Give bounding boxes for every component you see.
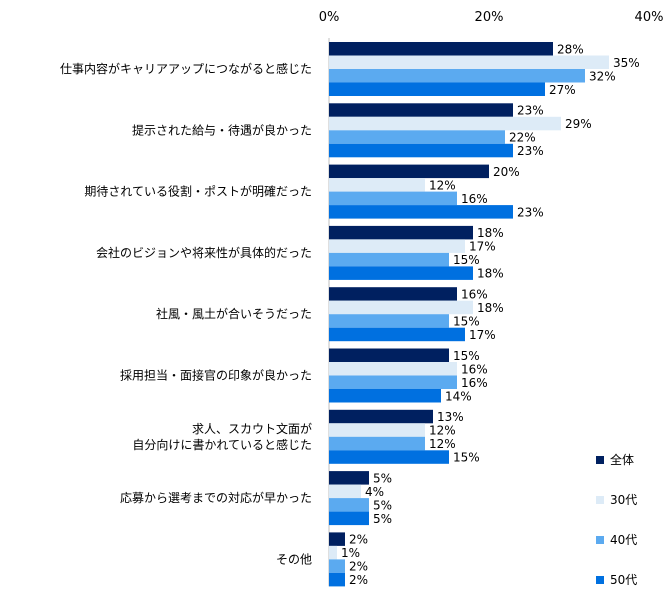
data-label: 5% <box>373 471 392 485</box>
data-label: 15% <box>453 451 480 465</box>
category-label: 求人、スカウト文面が <box>192 421 312 436</box>
bar <box>329 409 433 424</box>
bar <box>329 266 473 280</box>
data-label: 2% <box>349 533 368 547</box>
bar <box>329 69 585 83</box>
data-label: 12% <box>429 437 456 451</box>
data-label: 13% <box>437 410 464 424</box>
bar <box>329 484 361 499</box>
data-label: 28% <box>557 42 584 56</box>
x-tick-label: 40% <box>635 10 664 25</box>
legend-swatch <box>596 576 604 584</box>
bar <box>329 164 489 179</box>
data-label: 15% <box>453 314 480 328</box>
category-label: 期待されている役割・ポストが明確だった <box>84 184 312 199</box>
bar <box>329 252 449 267</box>
category-label: 応募から選考までの対応が早かった <box>120 490 312 505</box>
data-label: 17% <box>469 328 496 342</box>
category-label: 社風・風土が合いそうだった <box>156 306 312 321</box>
x-tick-label: 0% <box>319 10 340 25</box>
category-label: 自分向けに書かれていると感じた <box>132 437 312 452</box>
data-labels: 28%35%32%27%23%29%22%23%20%12%16%23%18%1… <box>341 42 640 587</box>
bar <box>329 130 505 144</box>
legend-label: 30代 <box>610 493 637 507</box>
data-label: 16% <box>461 287 488 301</box>
data-label: 27% <box>549 83 576 97</box>
bar <box>329 532 345 546</box>
bar <box>329 116 561 131</box>
bar <box>329 300 473 315</box>
category-label: その他 <box>276 552 312 566</box>
data-label: 22% <box>509 131 536 145</box>
bar <box>329 375 457 389</box>
legend-swatch <box>596 456 604 464</box>
data-label: 23% <box>517 104 544 118</box>
data-label: 18% <box>477 301 504 315</box>
bar <box>329 327 465 342</box>
bar <box>329 436 425 451</box>
data-label: 18% <box>477 267 504 281</box>
legend-swatch <box>596 536 604 544</box>
bar <box>329 314 449 328</box>
data-label: 12% <box>429 424 456 438</box>
bar <box>329 225 473 240</box>
data-label: 32% <box>589 69 616 83</box>
bar <box>329 572 345 587</box>
bar <box>329 389 441 403</box>
bar <box>329 191 457 206</box>
data-label: 15% <box>453 349 480 363</box>
data-label: 12% <box>429 178 456 192</box>
bar <box>329 239 465 253</box>
data-label: 4% <box>365 485 384 499</box>
x-tick-label: 20% <box>475 10 504 25</box>
data-label: 2% <box>349 560 368 574</box>
category-label: 仕事内容がキャリアアップにつながると感じた <box>60 61 312 76</box>
bar <box>329 143 513 158</box>
bar <box>329 498 369 512</box>
bar <box>329 362 457 376</box>
data-label: 14% <box>445 389 472 403</box>
bar <box>329 511 369 526</box>
bar <box>329 55 609 69</box>
bar <box>329 545 337 560</box>
bar <box>329 42 553 56</box>
data-label: 23% <box>517 205 544 219</box>
bars <box>329 42 609 587</box>
bar <box>329 423 425 437</box>
legend-swatch <box>596 496 604 504</box>
data-label: 15% <box>453 253 480 267</box>
bar <box>329 471 369 485</box>
bar <box>329 205 513 219</box>
category-label: 会社のビジョンや将来性が具体的だった <box>96 245 312 260</box>
data-label: 18% <box>477 226 504 240</box>
bar <box>329 348 449 362</box>
data-label: 20% <box>493 165 520 179</box>
bar <box>329 559 345 573</box>
category-labels: 仕事内容がキャリアアップにつながると感じた提示された給与・待遇が良かった期待され… <box>60 61 312 566</box>
legend-label: 40代 <box>610 533 637 547</box>
legend: 全体 30代 40代 50代 <box>596 452 637 587</box>
bar <box>329 178 425 192</box>
data-label: 17% <box>469 240 496 254</box>
data-label: 16% <box>461 192 488 206</box>
data-label: 5% <box>373 512 392 526</box>
category-label: 提示された給与・待遇が良かった <box>132 122 312 137</box>
bar <box>329 82 545 96</box>
data-label: 16% <box>461 362 488 376</box>
legend-label: 50代 <box>610 573 637 587</box>
bar <box>329 103 513 117</box>
x-axis-ticks: 0% 20% 40% <box>319 10 664 25</box>
data-label: 5% <box>373 498 392 512</box>
data-label: 35% <box>613 56 640 70</box>
data-label: 29% <box>565 117 592 131</box>
data-label: 23% <box>517 144 544 158</box>
data-label: 16% <box>461 376 488 390</box>
bar <box>329 287 457 301</box>
category-label: 採用担当・面接官の印象が良かった <box>120 368 312 383</box>
data-label: 1% <box>341 546 360 560</box>
legend-label: 全体 <box>610 452 634 467</box>
data-label: 2% <box>349 573 368 587</box>
bar <box>329 450 449 464</box>
